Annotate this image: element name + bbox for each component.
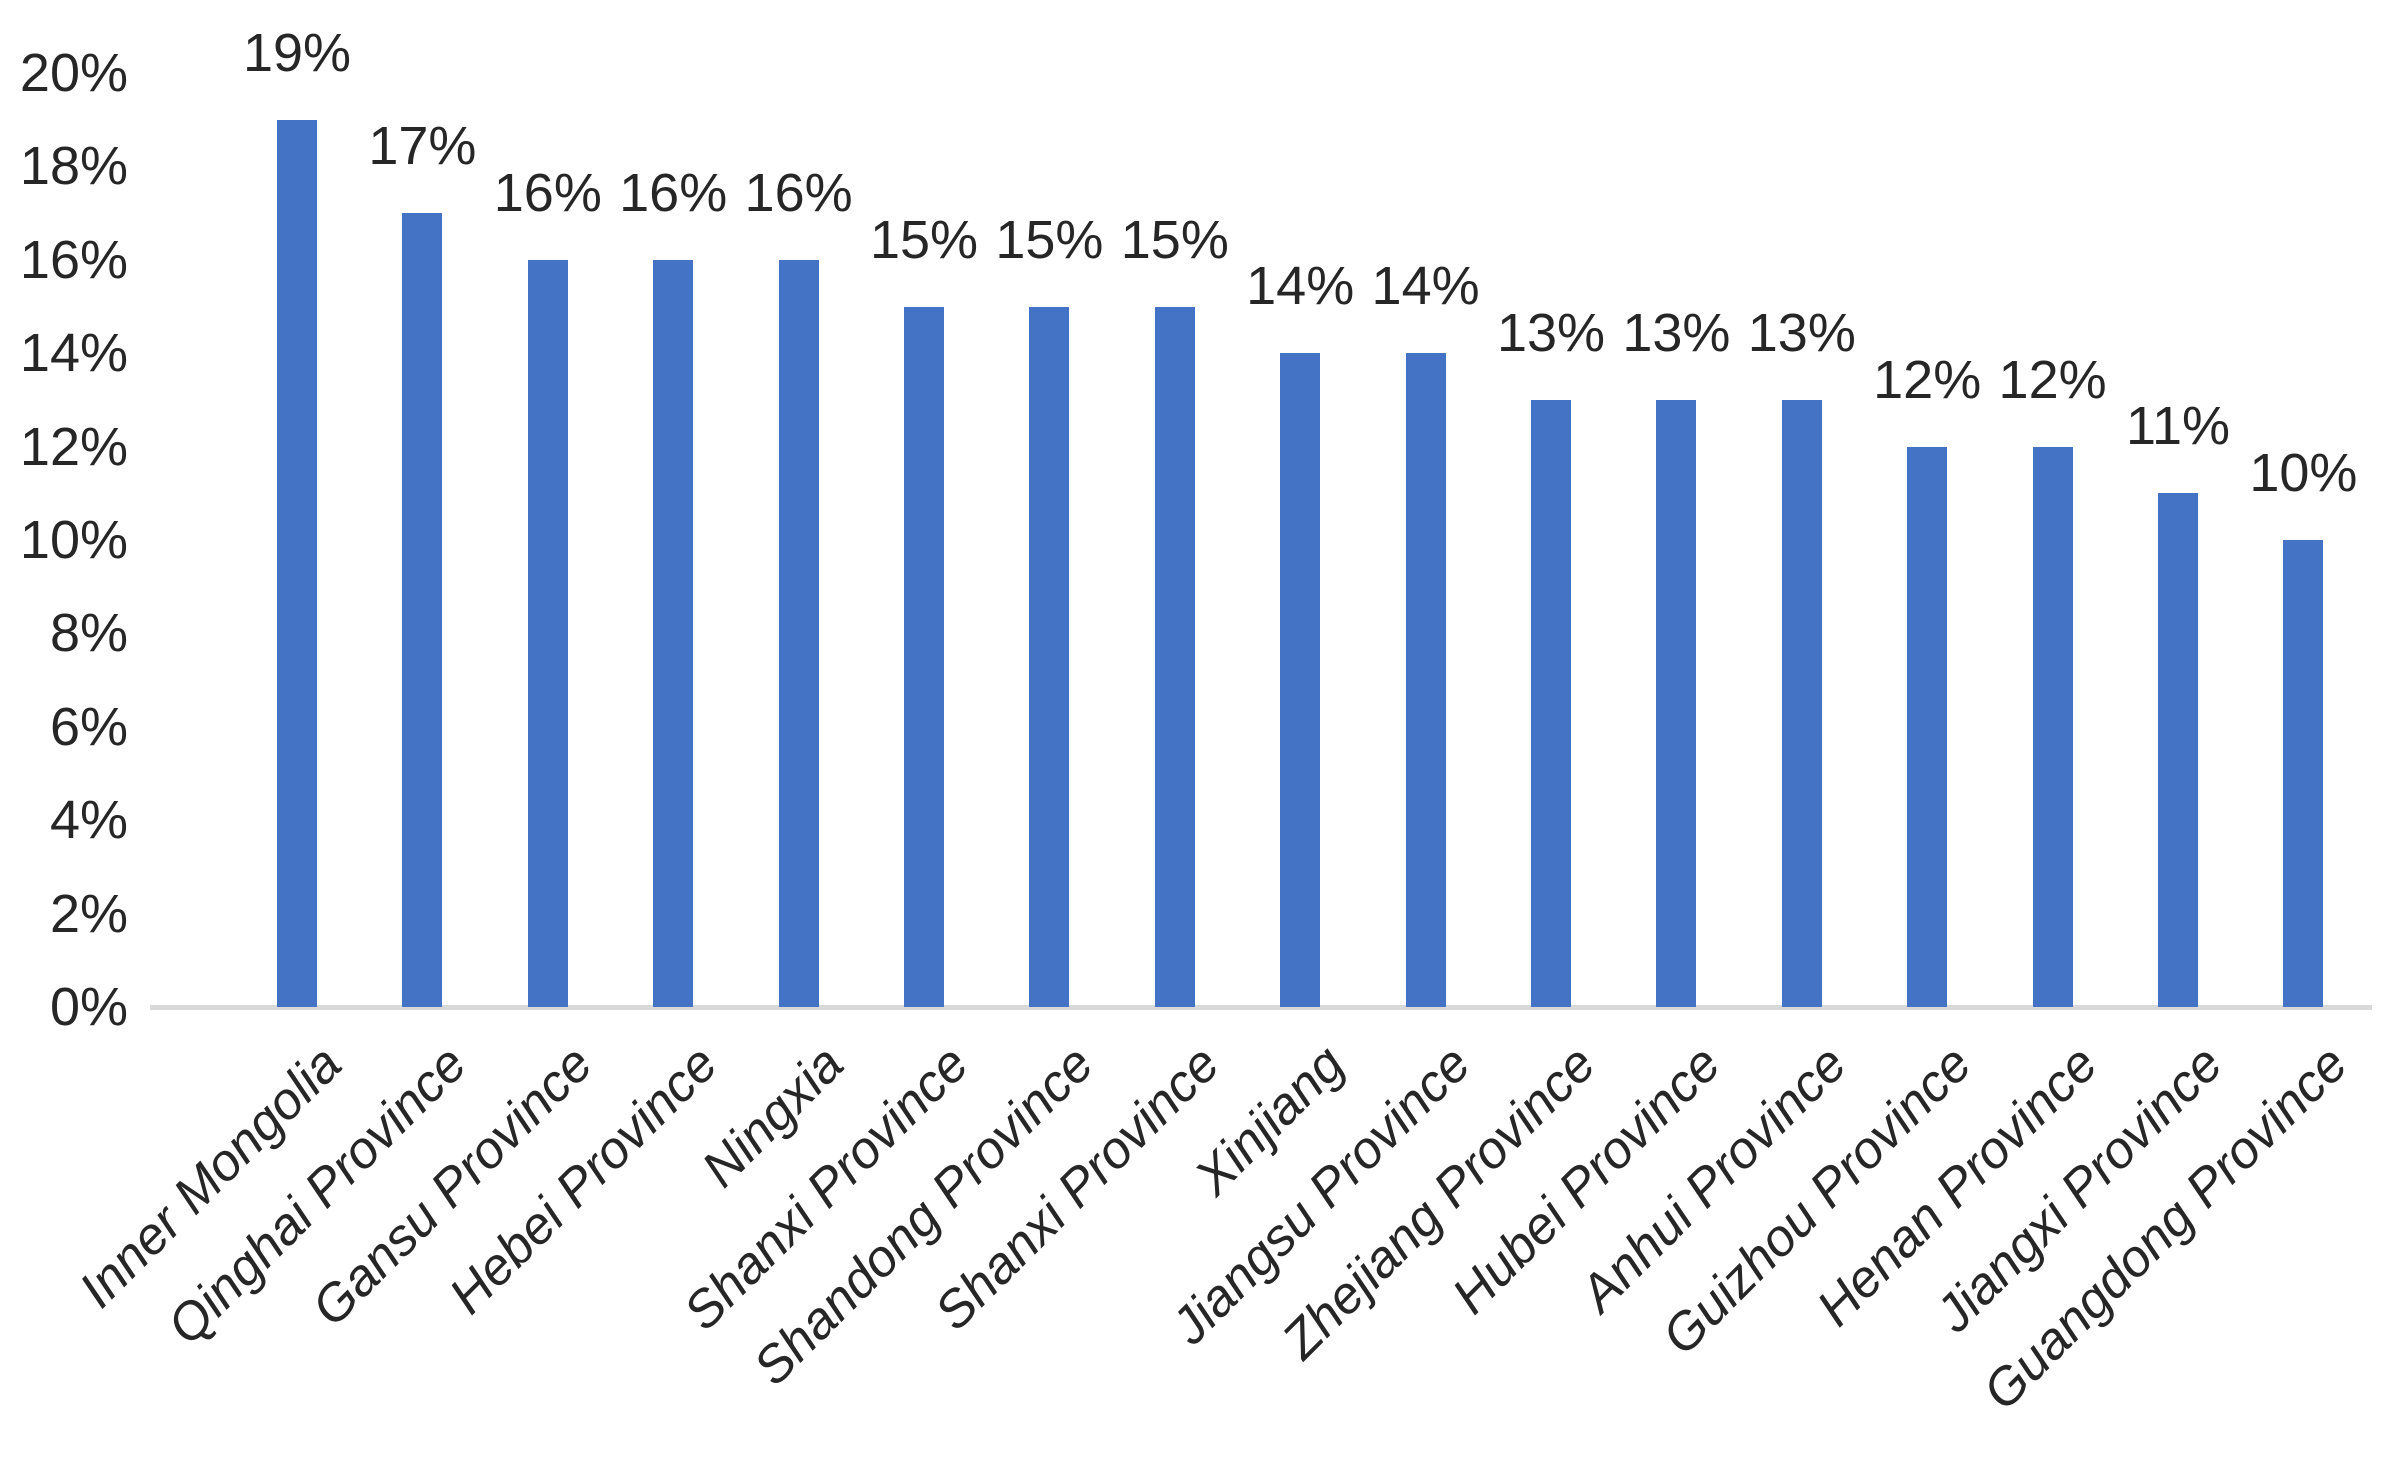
- bar-value-label: 12%: [1998, 349, 2107, 410]
- bar: [1656, 399, 1697, 1007]
- bar-value-label: 15%: [995, 209, 1104, 270]
- y-axis-tick-label: 4%: [49, 790, 128, 851]
- y-axis-tick-label: 6%: [49, 696, 128, 757]
- bar-value-label: 14%: [1246, 256, 1355, 317]
- y-axis-tick-label: 0%: [49, 977, 128, 1037]
- bar: [2158, 493, 2198, 1007]
- y-axis-tick-label: 12%: [19, 416, 128, 477]
- bar: [904, 306, 944, 1007]
- bar: [1405, 353, 1446, 1007]
- y-axis-tick-label: 8%: [49, 603, 128, 664]
- bar: [1907, 446, 1948, 1007]
- bar-value-label: 10%: [2249, 443, 2358, 503]
- bar-value-label: 16%: [619, 162, 728, 223]
- y-axis-tick-label: 18%: [19, 136, 128, 197]
- bar: [277, 119, 317, 1007]
- bar-value-label: 13%: [1747, 302, 1856, 363]
- bar: [1781, 399, 1822, 1007]
- x-axis-baseline: [150, 1005, 2372, 1010]
- bar: [2283, 540, 2324, 1007]
- bar: [2032, 446, 2073, 1007]
- bar: [527, 259, 568, 1007]
- y-axis-tick-label: 10%: [19, 510, 128, 570]
- y-axis-tick-label: 20%: [19, 43, 128, 103]
- bar: [778, 259, 819, 1007]
- bar: [1029, 306, 1070, 1007]
- bar: [1280, 353, 1321, 1007]
- bar-value-label: 19%: [242, 22, 352, 83]
- bar-value-label: 16%: [744, 162, 853, 223]
- bar: [1531, 399, 1571, 1007]
- bar-value-label: 12%: [1873, 349, 1982, 410]
- bar-value-label: 13%: [1496, 302, 1606, 363]
- bar: [1154, 306, 1195, 1007]
- bar-value-label: 11%: [2125, 396, 2231, 457]
- bar-value-label: 13%: [1622, 302, 1731, 363]
- bar-value-label: 14%: [1371, 256, 1480, 317]
- y-axis-tick-label: 16%: [19, 229, 128, 290]
- bar: [402, 213, 443, 1007]
- y-axis-tick-label: 14%: [19, 323, 128, 384]
- y-axis-tick-label: 2%: [49, 883, 128, 944]
- bar-value-label: 17%: [368, 116, 477, 177]
- bar-value-label: 15%: [1120, 209, 1229, 270]
- bar-value-label: 15%: [869, 209, 979, 270]
- bar: [653, 259, 694, 1007]
- bar-value-label: 16%: [493, 162, 602, 223]
